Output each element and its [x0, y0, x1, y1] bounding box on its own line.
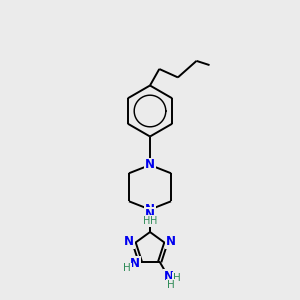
Text: N: N [145, 158, 155, 172]
Text: N: N [145, 208, 155, 220]
Text: H: H [150, 216, 157, 226]
Text: N: N [166, 236, 176, 248]
Text: N: N [130, 257, 140, 270]
Text: N: N [164, 270, 174, 283]
Text: N: N [124, 236, 134, 248]
Text: H: H [167, 280, 175, 290]
Text: H: H [172, 273, 180, 283]
Text: H: H [123, 263, 131, 274]
Text: H: H [143, 216, 150, 226]
Text: N: N [145, 203, 155, 216]
